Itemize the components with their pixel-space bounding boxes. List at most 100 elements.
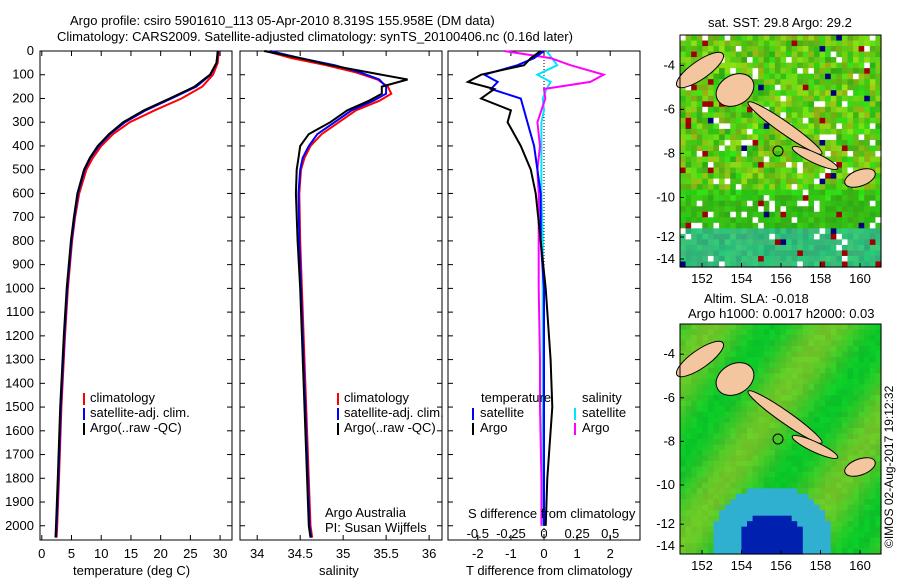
map-cell bbox=[758, 537, 765, 544]
map-cell bbox=[841, 151, 849, 158]
map-cell bbox=[808, 466, 815, 473]
map-cell bbox=[791, 329, 798, 336]
map-cell bbox=[830, 493, 837, 500]
map-cell bbox=[747, 250, 754, 257]
map-cell bbox=[825, 439, 832, 446]
map-cell bbox=[769, 449, 776, 457]
map-cell bbox=[836, 200, 843, 207]
map-cell bbox=[730, 106, 737, 113]
map-cell bbox=[719, 178, 726, 185]
map-cell bbox=[747, 211, 754, 218]
map-cell bbox=[724, 395, 731, 402]
map-cell bbox=[724, 57, 731, 64]
map-cell bbox=[763, 40, 770, 47]
map-cell bbox=[696, 537, 703, 544]
map-cell bbox=[836, 162, 843, 169]
map-cell bbox=[774, 90, 782, 97]
map-cell bbox=[864, 255, 871, 263]
map-cell bbox=[774, 504, 782, 511]
map-cell bbox=[853, 222, 860, 229]
map-cell bbox=[791, 389, 798, 396]
map-cell bbox=[696, 466, 703, 473]
map-cell bbox=[836, 184, 843, 191]
map-cell bbox=[696, 51, 703, 58]
map-cell bbox=[853, 162, 860, 169]
map-cell bbox=[758, 68, 765, 75]
map-cell bbox=[702, 51, 709, 58]
map-cell bbox=[869, 40, 877, 47]
map-cell bbox=[791, 411, 798, 418]
map-cell bbox=[691, 106, 698, 113]
map-cell bbox=[836, 123, 843, 130]
map-cell bbox=[707, 526, 715, 533]
map-cell bbox=[747, 324, 754, 331]
map-cell bbox=[730, 417, 737, 424]
map-cell bbox=[696, 449, 703, 457]
ytick-label: 1500 bbox=[5, 399, 34, 414]
map-cell bbox=[702, 389, 709, 396]
map-cell bbox=[724, 411, 731, 418]
map-cell bbox=[797, 222, 804, 229]
map-cell bbox=[719, 68, 726, 75]
map-cell bbox=[774, 239, 782, 246]
map-cell bbox=[864, 239, 871, 246]
map-cell bbox=[741, 101, 748, 108]
map-cell bbox=[825, 526, 832, 533]
map-cell bbox=[747, 261, 754, 268]
map-cell bbox=[685, 422, 692, 429]
map-cell bbox=[696, 211, 703, 218]
map-cell bbox=[780, 51, 787, 58]
map-cell bbox=[741, 548, 748, 555]
map-cell bbox=[735, 433, 743, 440]
map-cell bbox=[763, 532, 770, 539]
map-cell bbox=[696, 244, 703, 252]
map-cell bbox=[847, 79, 854, 86]
map-cell bbox=[853, 384, 860, 391]
map-cell bbox=[763, 444, 770, 451]
map-cell bbox=[791, 200, 798, 207]
map-cell bbox=[685, 455, 692, 462]
map-cell bbox=[763, 389, 770, 396]
map-cell bbox=[864, 90, 871, 97]
map-cell bbox=[830, 378, 837, 385]
map-cell bbox=[713, 250, 720, 257]
map-cell bbox=[719, 239, 726, 246]
map-cell bbox=[685, 90, 692, 97]
map-cell bbox=[735, 244, 743, 252]
map-cell bbox=[847, 95, 854, 102]
map-cell bbox=[769, 389, 776, 396]
map-cell bbox=[814, 255, 821, 263]
map-cell bbox=[691, 439, 698, 446]
map-cell bbox=[830, 189, 837, 196]
map-cell bbox=[802, 466, 810, 473]
map-cell bbox=[758, 217, 765, 224]
map-cell bbox=[758, 40, 765, 47]
map-cell bbox=[869, 477, 877, 484]
map-cell bbox=[869, 345, 877, 352]
map-cell bbox=[786, 200, 793, 207]
map-cell bbox=[853, 351, 860, 358]
map-cell bbox=[769, 250, 776, 257]
map-cell bbox=[752, 151, 759, 158]
map-cell bbox=[814, 233, 821, 240]
map-cell bbox=[702, 95, 709, 102]
map-cell bbox=[758, 162, 765, 169]
map-cell bbox=[780, 378, 787, 385]
map-cell bbox=[769, 477, 776, 484]
map-cell bbox=[763, 255, 770, 263]
map-cell bbox=[786, 51, 793, 58]
map-cell bbox=[836, 173, 843, 180]
map-cell bbox=[707, 84, 715, 91]
map-cell bbox=[836, 62, 843, 69]
map-cell bbox=[752, 134, 759, 141]
map-cell bbox=[769, 444, 776, 451]
map-cell bbox=[864, 548, 871, 555]
map-cell bbox=[780, 477, 787, 484]
map-cell bbox=[680, 40, 687, 47]
map-cell bbox=[735, 521, 743, 528]
map-cell bbox=[797, 200, 804, 207]
xtick-label: 34.5 bbox=[288, 546, 313, 561]
map-cell bbox=[864, 244, 871, 252]
map-cell bbox=[825, 351, 832, 358]
map-cell bbox=[685, 378, 692, 385]
